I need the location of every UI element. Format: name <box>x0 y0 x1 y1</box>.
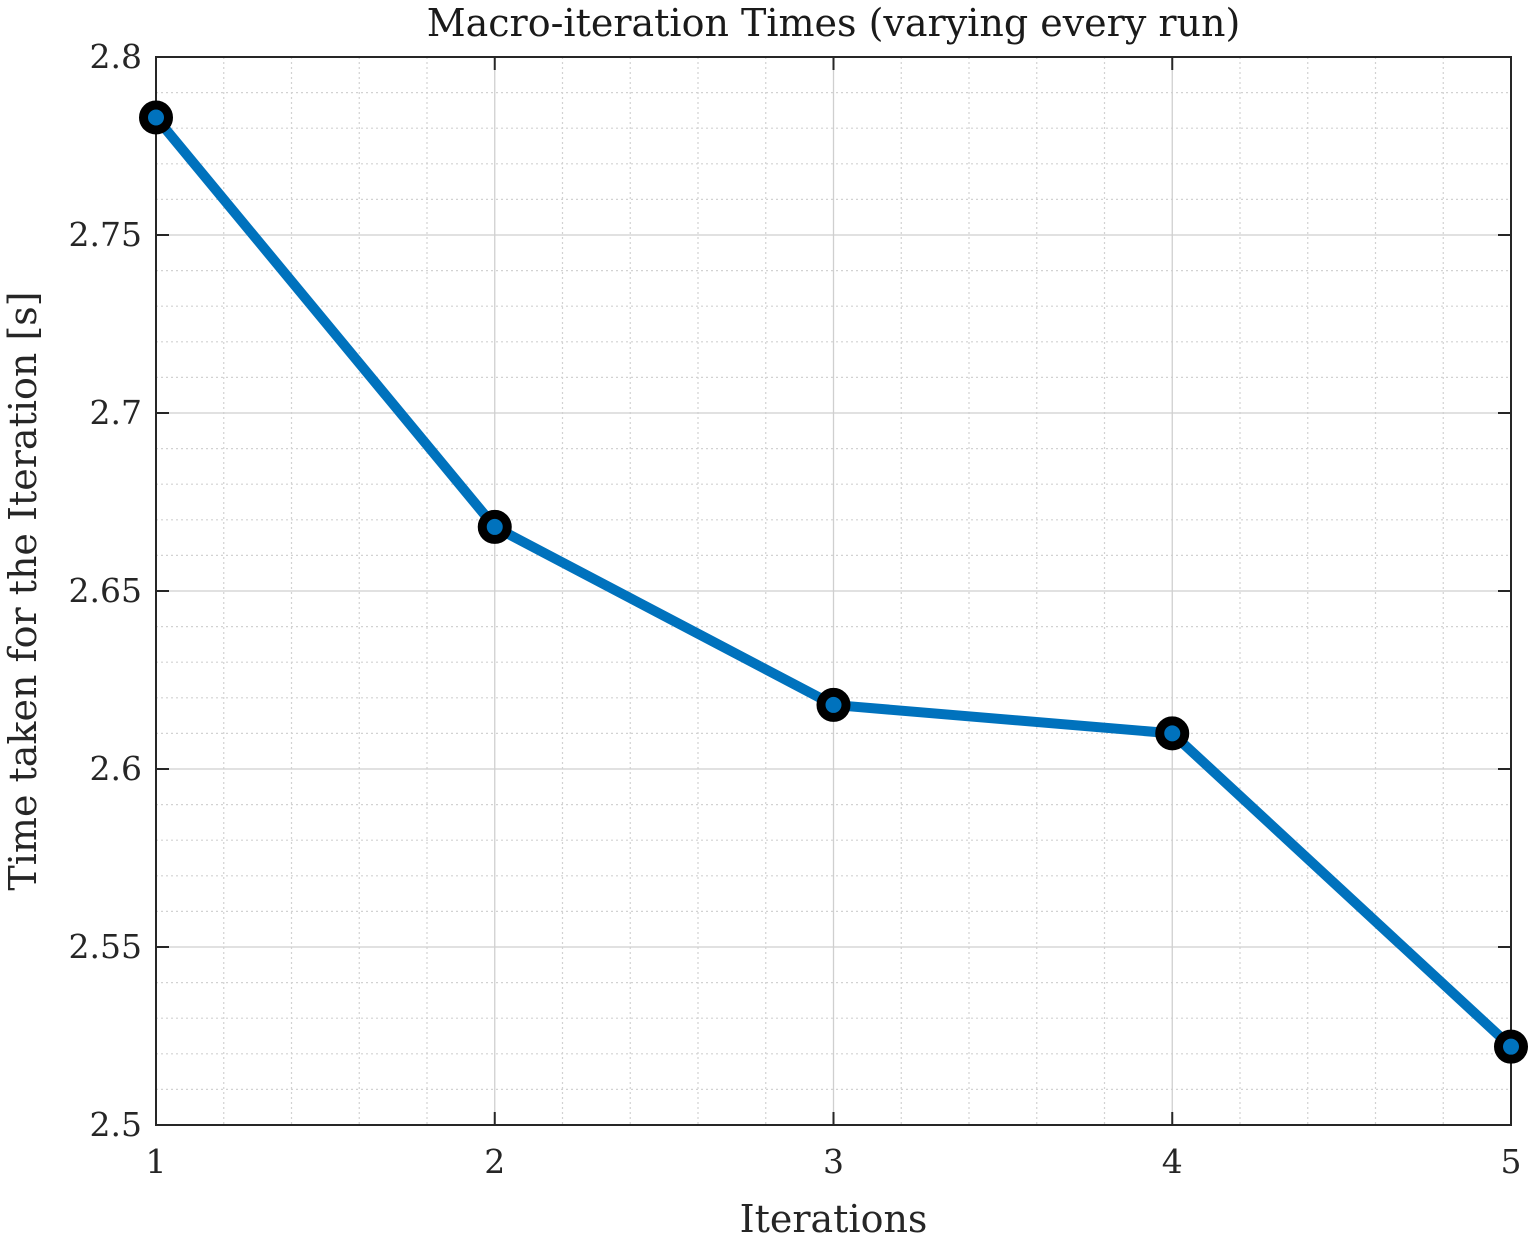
x-tick-label: 2 <box>484 1142 505 1181</box>
x-tick-label: 3 <box>823 1142 844 1181</box>
data-point-marker <box>1494 1029 1528 1064</box>
data-point-marker <box>816 687 851 722</box>
y-tick-label: 2.7 <box>90 393 142 432</box>
data-point-marker <box>139 100 173 135</box>
y-tick-label: 2.75 <box>69 215 142 254</box>
y-tick-label: 2.55 <box>69 927 142 966</box>
x-tick-label: 5 <box>1501 1142 1522 1181</box>
y-axis-label: Time taken for the Iteration [s] <box>1 291 45 890</box>
y-tick-label: 2.6 <box>90 749 142 788</box>
tick-labels: 1 2 3 4 5 2.5 2.55 2.6 2.65 2.7 2.75 2.8 <box>69 37 1522 1181</box>
y-tick-label: 2.5 <box>90 1105 142 1144</box>
data-point-marker <box>477 509 512 544</box>
x-axis-label: Iterations <box>740 1197 928 1238</box>
y-tick-label: 2.8 <box>90 37 142 76</box>
y-tick-label: 2.65 <box>69 571 142 610</box>
x-tick-label: 1 <box>146 1142 167 1181</box>
axis-ticks <box>155 56 1512 1126</box>
chart-title: Macro-iteration Times (varying every run… <box>427 1 1241 45</box>
x-tick-label: 4 <box>1162 1142 1183 1181</box>
marker-layer <box>139 100 1528 1064</box>
data-point-marker <box>1155 716 1190 751</box>
